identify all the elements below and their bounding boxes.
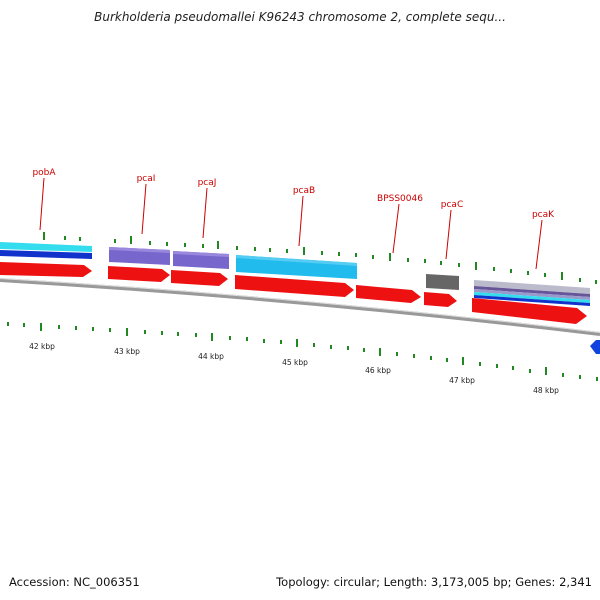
next-feature-arrow[interactable]: [590, 340, 600, 354]
gene-label-pcaK[interactable]: pcaK: [532, 210, 555, 220]
pcaJ-feature-shine: [173, 251, 229, 257]
pcaJ-cds-arrow[interactable]: [171, 270, 228, 286]
gene-label-pobA[interactable]: pobA: [32, 168, 56, 178]
feature-tracks: [0, 242, 590, 306]
upper-ticks: [43, 232, 597, 284]
accession-text: Accession: NC_006351: [9, 575, 140, 589]
pcaB-cds-arrow[interactable]: [235, 275, 354, 297]
scale-label: 47 kbp: [449, 376, 475, 385]
backbone: [0, 278, 600, 336]
gene-label-pcaC[interactable]: pcaC: [441, 200, 463, 210]
backbone-highlight: [0, 278, 600, 333]
pobA-feature-bottom[interactable]: [0, 250, 92, 259]
pcaC-feature[interactable]: [426, 274, 459, 290]
scale-label: 45 kbp: [282, 358, 308, 367]
scale-label: 43 kbp: [114, 347, 140, 356]
pobA-cds-arrow[interactable]: [0, 262, 92, 277]
pobA-feature-top[interactable]: [0, 242, 92, 252]
pcaB-feature-shine: [236, 255, 357, 266]
gene-label-pcaI[interactable]: pcaI: [137, 174, 156, 184]
pcaK-feature-purple[interactable]: [474, 286, 590, 297]
gene-label-BPSS0046[interactable]: BPSS0046: [377, 194, 423, 204]
scale-label: 48 kbp: [533, 386, 559, 395]
scale-label: 44 kbp: [198, 352, 224, 361]
pcaK-cds-arrow[interactable]: [472, 298, 587, 324]
gene-label-lines: [39, 177, 543, 270]
pcaK-feature-blue[interactable]: [474, 295, 590, 306]
gene-label-pcaJ[interactable]: pcaJ: [198, 178, 217, 188]
cds-track: [0, 262, 600, 354]
map-title: Burkholderia pseudomallei K96243 chromos…: [94, 10, 506, 24]
pcaK-feature-grey[interactable]: [474, 280, 590, 294]
BPSS0046-cds-arrow[interactable]: [356, 285, 421, 303]
scale-label: 42 kbp: [29, 342, 55, 351]
scale-label: 46 kbp: [365, 366, 391, 375]
pcaI-cds-arrow[interactable]: [108, 266, 170, 282]
pcaK-feature-cyan[interactable]: [474, 292, 590, 303]
scale-labels: 42 kbp 43 kbp 44 kbp 45 kbp 46 kbp 47 kb…: [29, 342, 559, 395]
pcaK-feature-lavender[interactable]: [474, 289, 590, 300]
gene-label-pcaB[interactable]: pcaB: [293, 186, 315, 196]
pcaC-cds-arrow[interactable]: [424, 292, 457, 307]
scale-ticks: [7, 322, 598, 381]
pcaI-feature-shine: [109, 247, 170, 253]
topology-summary: Topology: circular; Length: 3,173,005 bp…: [276, 575, 592, 589]
gene-labels: pobA pcaI pcaJ pcaB BPSS0046 pcaC pcaK: [32, 168, 555, 220]
